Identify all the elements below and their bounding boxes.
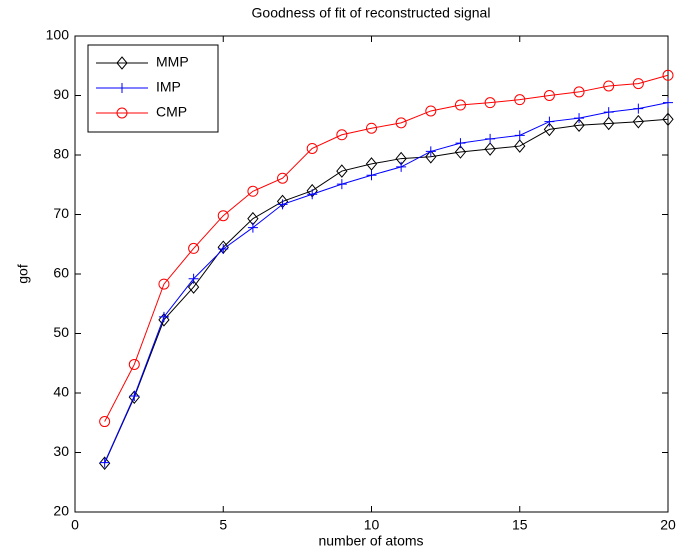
legend: MMP IMP CMP — [87, 44, 219, 133]
y-tick-label: 30 — [53, 443, 69, 459]
legend-label: IMP — [156, 79, 181, 95]
y-tick-label: 60 — [53, 265, 69, 281]
marker — [603, 80, 615, 92]
x-tick-label: 20 — [660, 517, 676, 533]
marker — [116, 56, 128, 70]
legend-label: MMP — [156, 54, 189, 70]
y-tick-label: 40 — [53, 384, 69, 400]
marker — [574, 113, 585, 124]
y-tick-label: 90 — [53, 86, 69, 102]
marker — [188, 242, 200, 254]
marker — [573, 118, 585, 133]
marker — [425, 146, 436, 157]
x-axis-label: number of atoms — [318, 533, 423, 549]
marker — [158, 313, 170, 327]
marker — [484, 142, 496, 156]
marker — [98, 456, 111, 470]
marker — [544, 116, 555, 127]
marker — [455, 138, 466, 149]
x-tick-label: 10 — [364, 517, 380, 533]
marker — [485, 133, 496, 144]
marker — [633, 103, 644, 114]
marker — [632, 114, 645, 129]
marker — [336, 179, 347, 190]
y-tick-label: 20 — [53, 503, 69, 519]
marker — [336, 129, 348, 141]
marker — [366, 122, 377, 134]
marker — [543, 122, 556, 137]
marker — [662, 112, 674, 127]
marker — [366, 170, 377, 181]
x-tick-label: 0 — [71, 517, 79, 533]
marker — [514, 139, 526, 153]
marker — [158, 311, 169, 322]
y-axis-label: gof — [15, 264, 31, 284]
marker — [129, 390, 140, 401]
marker — [454, 99, 466, 111]
x-tick-label: 15 — [512, 517, 528, 533]
chart-title: Goodness of fit of reconstructed signal — [252, 5, 491, 21]
y-tick-label: 100 — [46, 27, 70, 43]
marker — [573, 86, 585, 98]
marker — [247, 222, 258, 233]
marker — [454, 145, 467, 159]
marker — [603, 107, 614, 118]
marker — [365, 157, 378, 171]
y-tick-label: 80 — [53, 146, 69, 162]
marker — [632, 78, 644, 90]
marker — [306, 142, 318, 154]
x-tick-label: 5 — [219, 517, 227, 533]
marker — [425, 105, 437, 117]
marker — [128, 390, 140, 404]
marker — [217, 210, 229, 222]
marker — [158, 278, 170, 290]
marker — [663, 97, 673, 108]
legend-label: CMP — [156, 104, 187, 120]
marker — [484, 97, 496, 109]
marker — [277, 172, 289, 184]
marker — [128, 358, 140, 370]
marker — [117, 83, 127, 93]
marker — [514, 130, 525, 141]
marker — [187, 280, 200, 294]
marker — [662, 69, 674, 81]
y-tick-label: 70 — [53, 205, 69, 221]
marker — [99, 416, 111, 428]
marker — [543, 90, 555, 101]
marker — [277, 199, 288, 210]
marker — [247, 185, 259, 197]
marker — [116, 107, 128, 119]
marker — [603, 116, 615, 131]
series-line — [104, 102, 669, 463]
marker — [396, 161, 407, 172]
marker — [425, 150, 437, 164]
marker — [218, 244, 229, 255]
marker — [99, 457, 110, 468]
marker — [336, 164, 348, 178]
y-tick-label: 50 — [53, 324, 69, 340]
marker — [514, 94, 526, 106]
marker — [307, 189, 318, 200]
marker — [188, 273, 199, 284]
marker — [395, 117, 407, 129]
